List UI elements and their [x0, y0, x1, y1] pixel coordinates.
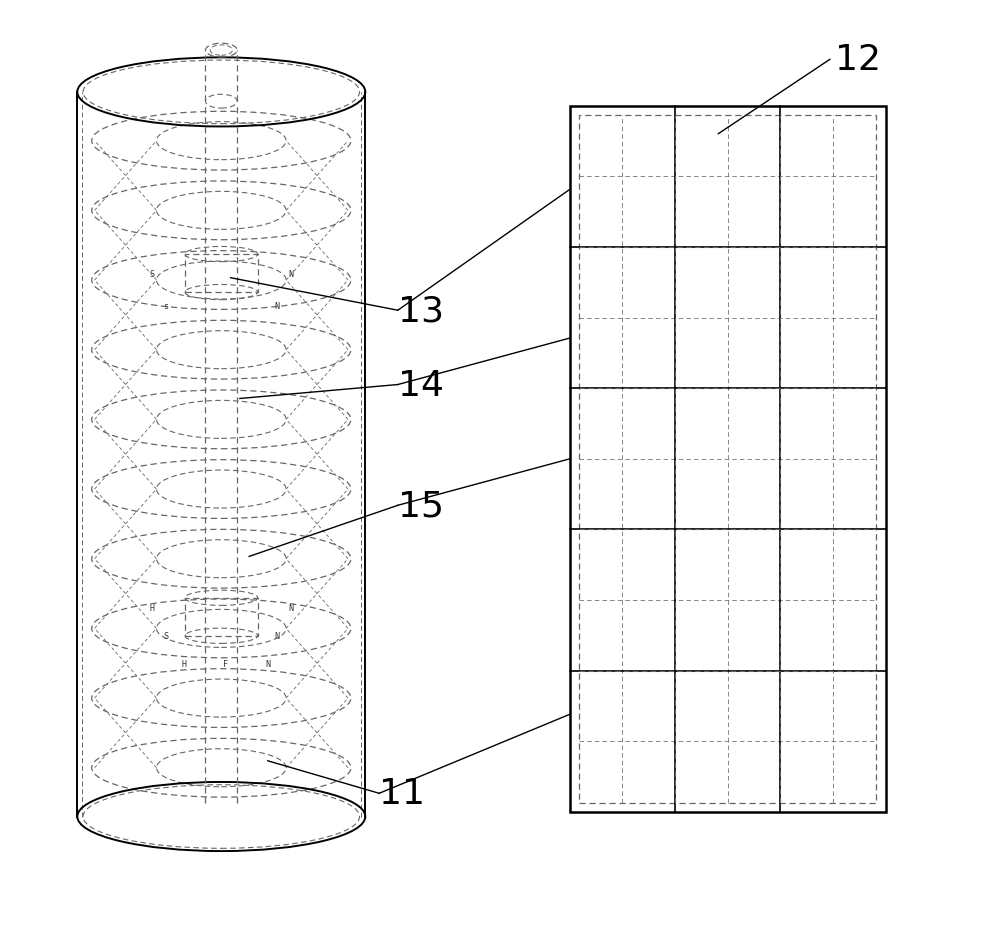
- Text: 14: 14: [398, 368, 444, 402]
- Bar: [185, 599, 258, 636]
- Text: H: H: [149, 603, 154, 612]
- Bar: [185, 255, 258, 292]
- Text: H: H: [182, 659, 187, 668]
- Text: S: S: [149, 269, 154, 278]
- Text: N: N: [288, 269, 293, 278]
- Text: N: N: [275, 302, 280, 311]
- Bar: [579, 116, 876, 803]
- Text: 11: 11: [379, 777, 425, 810]
- Text: 15: 15: [398, 489, 444, 522]
- Text: 13: 13: [398, 294, 444, 328]
- Text: N: N: [265, 659, 270, 668]
- Text: N: N: [288, 603, 293, 612]
- Text: N: N: [275, 631, 280, 640]
- Text: 12: 12: [835, 44, 881, 77]
- Text: F: F: [223, 659, 228, 668]
- Bar: [570, 107, 886, 812]
- Text: S: S: [163, 631, 168, 640]
- Text: s: s: [163, 302, 168, 311]
